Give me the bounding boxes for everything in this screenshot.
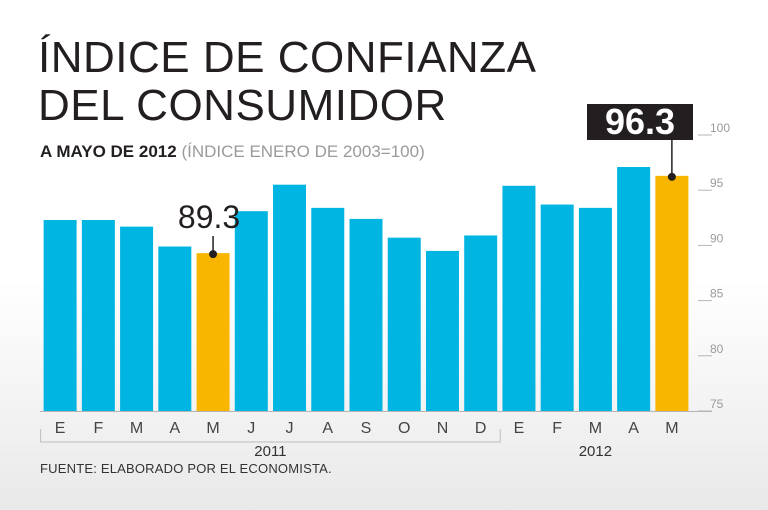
year-bracket — [40, 429, 501, 443]
x-tick-label: F — [552, 420, 562, 437]
x-tick-label: J — [286, 420, 294, 437]
subtitle-base: (ÍNDICE ENERO DE 2003=100) — [181, 142, 425, 161]
bar — [273, 184, 307, 411]
x-tick-label: A — [628, 420, 639, 437]
bar — [120, 226, 154, 411]
x-tick-label: E — [55, 420, 66, 437]
bar — [311, 207, 345, 411]
y-tick-label: 90 — [710, 231, 724, 245]
x-tick-label: A — [322, 420, 333, 437]
y-tick-label: 80 — [710, 342, 724, 356]
bar — [502, 185, 536, 411]
bar — [425, 250, 459, 411]
bar — [540, 204, 574, 411]
bar — [349, 218, 383, 411]
y-tick-label: 85 — [710, 287, 724, 301]
bar-highlight — [655, 175, 689, 411]
chart-subtitle: A MAYO DE 2012 (ÍNDICE ENERO DE 2003=100… — [40, 142, 425, 162]
x-tick-label: M — [130, 420, 143, 437]
bar — [234, 211, 268, 411]
bar — [578, 207, 612, 411]
data-label-boxed: 96.3 — [605, 101, 675, 142]
x-tick-label: E — [514, 420, 525, 437]
bar — [617, 167, 651, 411]
bar-highlight — [196, 253, 230, 411]
label-dot — [209, 250, 218, 259]
x-tick-label: N — [437, 420, 449, 437]
source-note: FUENTE: ELABORADO POR EL ECONOMISTA. — [40, 461, 332, 476]
x-tick-label: D — [475, 420, 487, 437]
x-tick-label: S — [361, 420, 372, 437]
x-tick-label: O — [398, 420, 410, 437]
data-label-plain: 89.3 — [178, 199, 240, 235]
title-line-2: DEL CONSUMIDOR — [38, 81, 447, 130]
x-tick-label: M — [589, 420, 602, 437]
bar — [464, 235, 498, 411]
y-tick-label: 75 — [710, 397, 724, 411]
x-tick-label: M — [665, 420, 678, 437]
data-label-box — [587, 104, 693, 140]
subtitle-date: A MAYO DE 2012 — [40, 142, 177, 161]
bar — [43, 220, 77, 411]
label-dot — [667, 172, 676, 181]
bar — [81, 220, 115, 411]
x-tick-label: A — [169, 420, 180, 437]
year-label: 2012 — [579, 443, 612, 460]
bar — [158, 246, 192, 411]
title-line-1: ÍNDICE DE CONFIANZA — [38, 33, 537, 82]
chart-title: ÍNDICE DE CONFIANZA DEL CONSUMIDOR — [38, 34, 536, 130]
y-tick-label: 100 — [710, 121, 730, 135]
bar — [387, 237, 421, 411]
x-tick-label: F — [93, 420, 103, 437]
year-label: 2011 — [254, 443, 286, 460]
x-tick-label: M — [206, 420, 219, 437]
y-tick-label: 95 — [710, 176, 724, 190]
x-tick-label: J — [247, 420, 255, 437]
